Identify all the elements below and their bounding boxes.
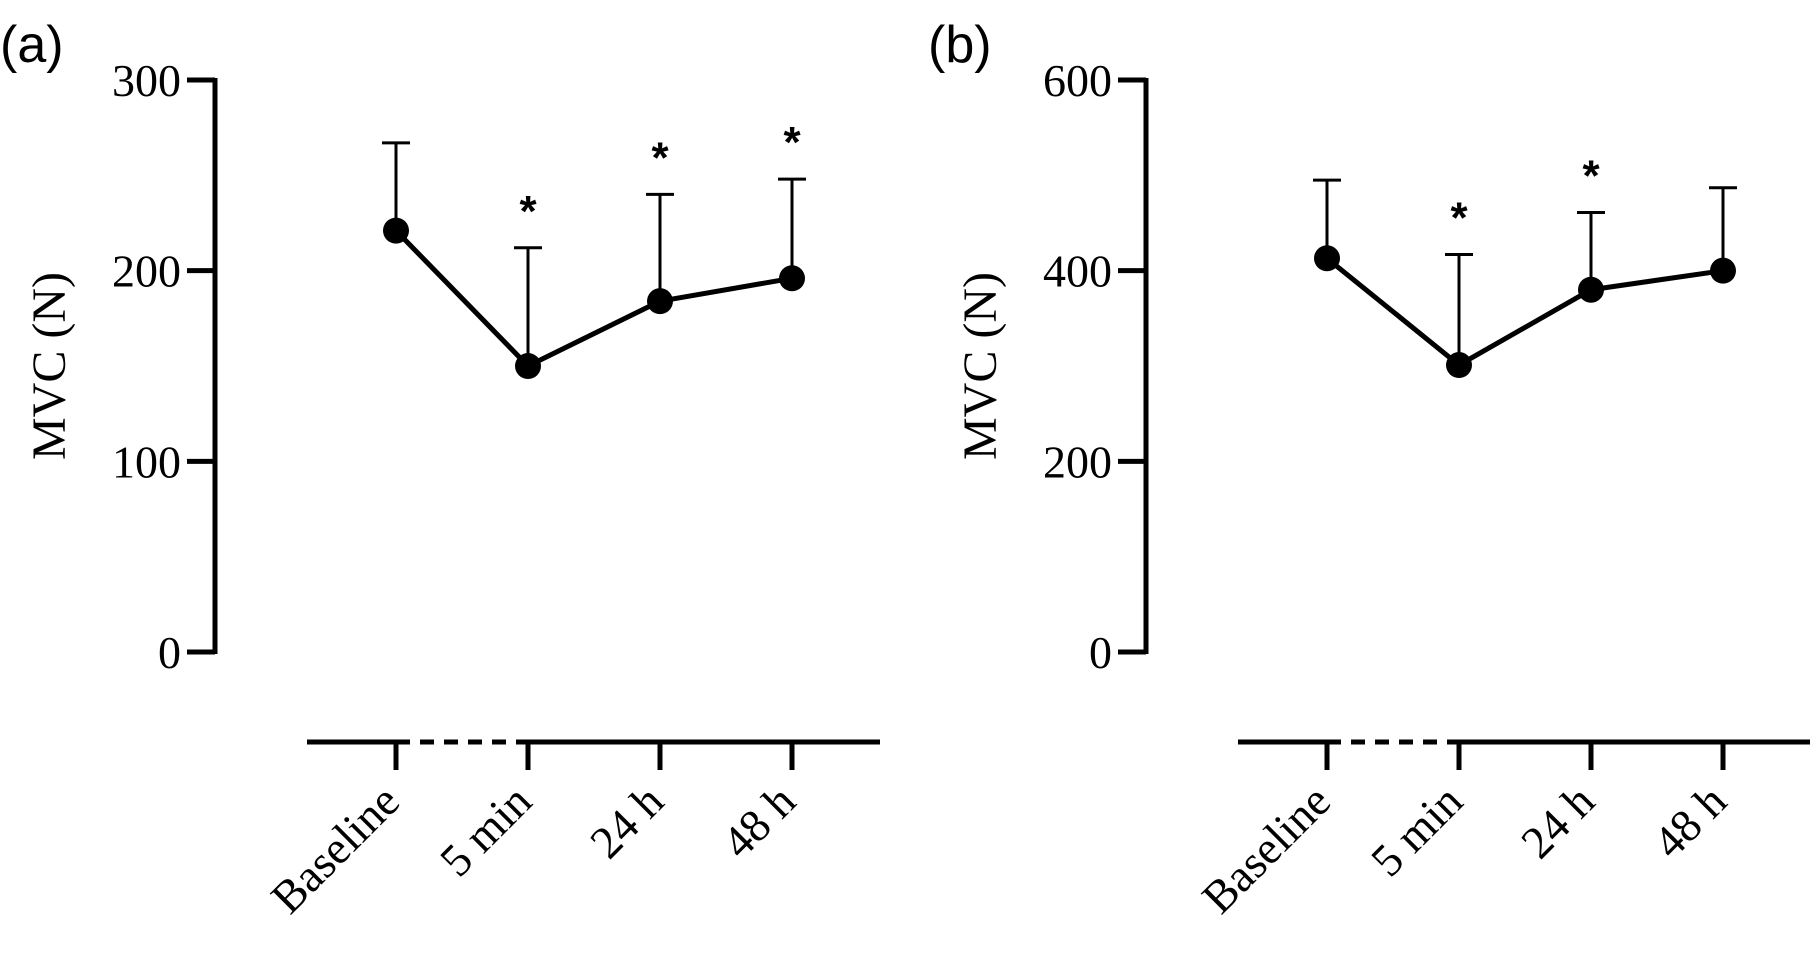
y-tick-label: 0 [1089, 627, 1112, 678]
data-point [383, 217, 409, 244]
x-tick-label: Baseline [261, 775, 409, 923]
x-tick-label: 5 min [1361, 775, 1472, 886]
y-axis-title: MVC (N) [23, 272, 76, 460]
x-tick-label: Baseline [1192, 775, 1340, 923]
y-tick-label: 200 [1043, 436, 1112, 487]
x-tick-label: 5 min [430, 775, 541, 886]
significance-marker: * [783, 118, 801, 167]
x-tick-label: 24 h [1511, 775, 1604, 868]
x-tick-label: 48 h [1643, 775, 1736, 868]
significance-marker: * [1450, 193, 1468, 242]
panel-label: (a) [0, 16, 64, 74]
data-point [1446, 352, 1472, 379]
panel-a: (a) 0 100 200 300 MVC (N) Baseline 5 min 24 h 48 … [0, 16, 880, 923]
y-tick-label: 100 [112, 436, 181, 487]
data-point [515, 353, 541, 379]
y-tick-label: 0 [158, 627, 181, 678]
y-axis-title: MVC (N) [954, 272, 1007, 460]
y-tick-label: 300 [112, 55, 181, 106]
data-point [1314, 245, 1340, 272]
series-line [1325, 256, 1724, 368]
y-tick-label: 400 [1043, 246, 1112, 297]
data-point [647, 288, 673, 315]
x-tick-label: 24 h [580, 775, 673, 868]
series-line [394, 228, 793, 369]
significance-marker: * [519, 187, 537, 236]
panel-label: (b) [928, 16, 992, 74]
data-point [779, 265, 805, 292]
significance-marker: * [1582, 152, 1600, 201]
data-point [1578, 276, 1604, 303]
data-point [1710, 257, 1736, 284]
y-tick-label: 600 [1043, 55, 1112, 106]
x-tick-label: 48 h [712, 775, 805, 868]
y-tick-label: 200 [112, 246, 181, 297]
panel-b: (b) 0 200 400 600 MVC (N) Baseline 5 min 24 h 48 … [928, 16, 1810, 923]
significance-marker: * [651, 133, 669, 182]
